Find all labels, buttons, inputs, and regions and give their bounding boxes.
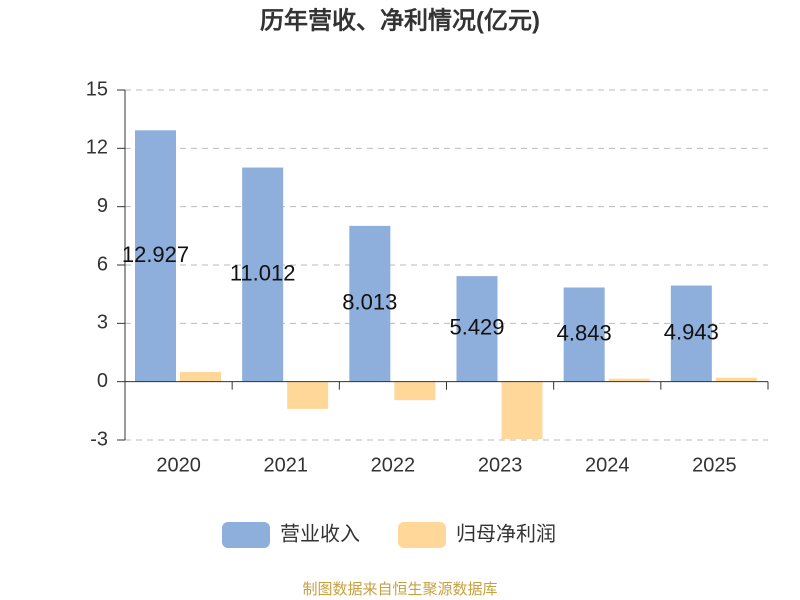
x-tick-label: 2024	[585, 454, 630, 476]
data-label: 5.429	[449, 315, 504, 340]
legend-label: 营业收入	[280, 522, 360, 545]
x-tick-label: 2022	[371, 454, 416, 476]
x-tick-label: 2023	[478, 454, 523, 476]
bar	[135, 130, 176, 382]
y-tick-label: 6	[97, 253, 108, 275]
bar	[456, 276, 498, 382]
data-label: 12.927	[122, 242, 189, 267]
data-label: 4.943	[664, 319, 719, 344]
bar	[287, 381, 329, 409]
bar	[501, 381, 543, 440]
data-label: 4.843	[557, 320, 612, 345]
y-tick-label: 9	[97, 195, 108, 217]
bar	[242, 167, 284, 382]
bar	[394, 381, 436, 401]
x-tick-label: 2020	[156, 454, 201, 476]
y-tick-label: 12	[86, 137, 108, 159]
source-note: 制图数据来自恒生聚源数据库	[302, 581, 497, 598]
x-tick-label: 2021	[264, 454, 309, 476]
bar	[715, 377, 757, 382]
x-tick-label: 2025	[692, 454, 737, 476]
y-tick-label: 3	[97, 312, 108, 334]
chart-title: 历年营收、净利情况(亿元)	[260, 6, 540, 34]
data-label: 11.012	[230, 260, 296, 285]
bar	[180, 371, 221, 382]
bar	[670, 285, 712, 382]
bar	[563, 287, 605, 382]
legend-swatch	[222, 522, 270, 548]
y-tick-label: -3	[90, 428, 108, 450]
y-tick-label: 0	[97, 370, 108, 392]
legend-swatch	[398, 522, 446, 548]
data-label: 8.013	[342, 290, 397, 315]
bar	[608, 378, 650, 382]
y-tick-label: 15	[86, 78, 108, 100]
legend-label: 归母净利润	[456, 522, 556, 545]
bar	[349, 225, 391, 382]
